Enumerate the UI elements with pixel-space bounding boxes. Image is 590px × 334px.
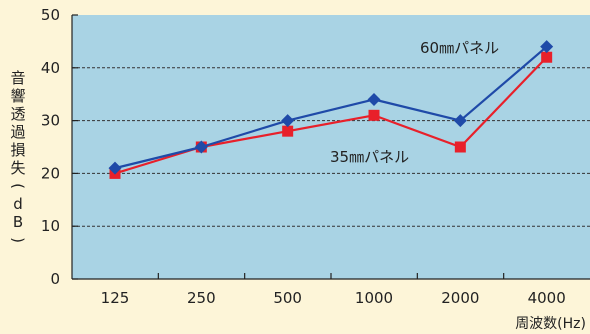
y-tick-label-50: 50 — [41, 6, 60, 24]
y-axis-label-char: ) — [9, 237, 27, 243]
y-axis-label-char: 失 — [10, 159, 25, 177]
x-tick-labels: 125 250 500 1000 2000 4000 — [101, 289, 566, 307]
y-tick-label-0: 0 — [50, 270, 60, 288]
y-axis-label-char: 響 — [10, 87, 25, 105]
series-group — [108, 40, 554, 179]
y-axis-label-char: 損 — [10, 141, 25, 159]
x-tick-label-500: 500 — [273, 289, 302, 307]
y-tick-label-20: 20 — [41, 164, 60, 182]
series-1-point-2 — [282, 125, 294, 137]
series-1-point-3 — [368, 109, 380, 121]
series-0-point-0 — [108, 161, 122, 175]
series-0-point-1 — [194, 140, 208, 154]
series-0-point-5 — [540, 40, 554, 54]
x-tick-label-125: 125 — [101, 289, 130, 307]
y-tick-label-40: 40 — [41, 59, 60, 77]
plot-area — [72, 15, 590, 279]
x-tick-label-250: 250 — [187, 289, 216, 307]
y-axis-label-char: 過 — [10, 123, 25, 141]
grid — [72, 67, 590, 227]
x-tick-label-1000: 1000 — [355, 289, 393, 307]
y-axis-label-char: 音 — [10, 69, 25, 87]
x-axis-label: 周波数(Hz) — [515, 316, 586, 332]
series-1-point-4 — [454, 141, 466, 153]
x-tick-label-2000: 2000 — [441, 289, 479, 307]
series-label-35mm: 35㎜パネル — [330, 148, 409, 166]
x-tick-label-4000: 4000 — [528, 289, 566, 307]
y-axis-label-char: ( — [9, 183, 27, 189]
series-0-point-3 — [367, 92, 381, 106]
y-axis-label-char: B — [13, 213, 23, 231]
y-tick-labels: 0 10 20 30 40 50 — [41, 6, 60, 288]
y-axis-label-char: 透 — [10, 105, 25, 123]
series-0-point-4 — [453, 114, 467, 128]
series-line-0 — [114, 45, 548, 170]
series-label-60mm: 60㎜パネル — [420, 39, 499, 57]
y-axis-label-char: d — [13, 195, 23, 213]
y-tick-label-30: 30 — [41, 112, 60, 130]
series-1-point-5 — [541, 51, 553, 63]
series-0-point-2 — [281, 114, 295, 128]
axes — [71, 14, 590, 280]
y-tick-label-10: 10 — [41, 217, 60, 235]
